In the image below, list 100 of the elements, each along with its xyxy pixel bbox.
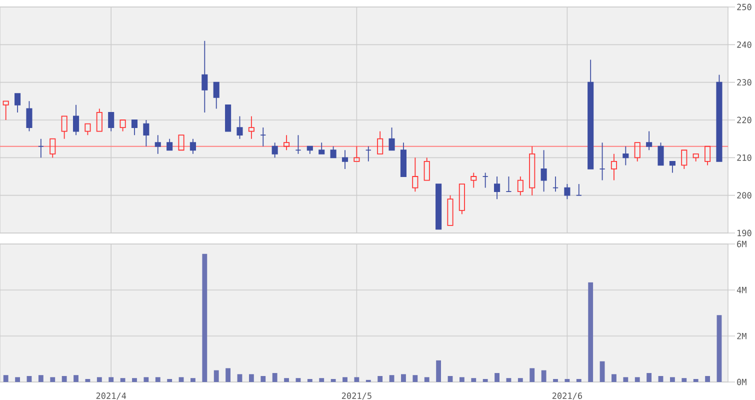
candlestick: [202, 40, 208, 113]
candlestick: [588, 59, 594, 170]
candlestick: [284, 134, 290, 151]
candlestick: [412, 157, 418, 192]
y-tick-label: 220: [737, 116, 752, 124]
candlestick: [108, 112, 114, 132]
candlestick: [482, 172, 488, 188]
bar: [705, 376, 710, 382]
candlestick: [154, 134, 161, 154]
candlestick: [599, 142, 606, 181]
candlestick: [681, 150, 688, 170]
candlestick: [342, 150, 348, 170]
candlestick: [295, 134, 302, 154]
bar: [307, 379, 312, 382]
bar: [471, 378, 476, 382]
bar: [401, 374, 406, 382]
bar: [50, 377, 56, 382]
bar: [226, 368, 231, 382]
candlestick: [72, 104, 80, 136]
bar: [155, 377, 160, 382]
candlestick: [306, 146, 313, 154]
candlestick: [529, 146, 536, 196]
candlestick: [506, 176, 512, 192]
candlestick: [61, 116, 68, 140]
candlestick: [14, 93, 21, 113]
candlestick: [213, 82, 220, 110]
bar: [96, 377, 102, 382]
bar: [202, 254, 208, 382]
bar: [530, 368, 535, 382]
candlestick: [622, 146, 629, 166]
bar: [214, 370, 219, 382]
bar: [132, 378, 137, 382]
candlestick: [377, 130, 384, 154]
y-tick-label: 6M: [737, 240, 746, 248]
bar: [412, 375, 418, 382]
candlestick: [272, 142, 278, 158]
candlestick: [424, 157, 430, 181]
bar: [74, 375, 78, 382]
x-tick-label: 2021/6: [552, 392, 582, 400]
bar: [389, 375, 394, 382]
bar: [26, 376, 32, 382]
bar: [272, 373, 278, 382]
candlestick: [517, 176, 524, 196]
candlestick: [190, 138, 196, 154]
candlestick: [365, 146, 372, 162]
y-tick-label: 240: [737, 41, 752, 48]
candlestick: [634, 142, 640, 162]
candlestick: [248, 116, 254, 140]
bar: [682, 378, 687, 382]
bar: [354, 377, 360, 382]
candlestick: [470, 172, 477, 188]
bar: [634, 377, 640, 382]
y-tick-label: 2M: [737, 332, 746, 340]
bar: [564, 379, 570, 382]
candlestick: [552, 176, 559, 192]
candlestick: [96, 108, 102, 132]
bar: [120, 378, 126, 382]
bar: [319, 378, 324, 382]
bar: [518, 378, 523, 382]
y-tick-label: 250: [737, 4, 752, 10]
bar: [85, 379, 90, 382]
bar: [178, 377, 184, 382]
candlestick: [646, 130, 652, 151]
candlestick: [143, 120, 150, 147]
candlestick: [2, 100, 9, 120]
bar: [588, 282, 594, 382]
bar: [716, 315, 722, 382]
bar: [342, 377, 348, 382]
candlestick: [131, 120, 138, 136]
bar: [38, 375, 44, 382]
candlestick: [260, 127, 266, 147]
candlestick: [236, 116, 243, 140]
bar: [330, 379, 336, 382]
bar: [237, 374, 242, 382]
candlestick: [318, 142, 325, 154]
bar: [482, 379, 488, 382]
candlestick: [576, 184, 582, 196]
candlestick: [540, 150, 547, 192]
candlestick: [388, 127, 395, 151]
bar: [670, 377, 675, 382]
x-tick-label: 2021/5: [342, 392, 372, 400]
y-tick-label: 230: [737, 79, 752, 86]
y-tick-label: 4M: [736, 286, 746, 294]
bar: [612, 374, 616, 382]
bar: [144, 377, 149, 382]
candlestick: [26, 100, 32, 132]
bar: [296, 378, 301, 382]
bar: [15, 377, 20, 382]
y-tick-label: 200: [737, 192, 752, 199]
bar: [459, 377, 464, 382]
bar: [3, 375, 8, 382]
bar: [108, 377, 114, 382]
bar: [448, 376, 453, 382]
bar: [693, 379, 698, 382]
x-tick-label: 2021/4: [96, 392, 126, 400]
y-tick-label: 210: [737, 154, 752, 161]
bar: [190, 378, 196, 382]
bar: [553, 379, 558, 382]
candlestick: [354, 146, 360, 162]
candlestick: [669, 160, 676, 174]
